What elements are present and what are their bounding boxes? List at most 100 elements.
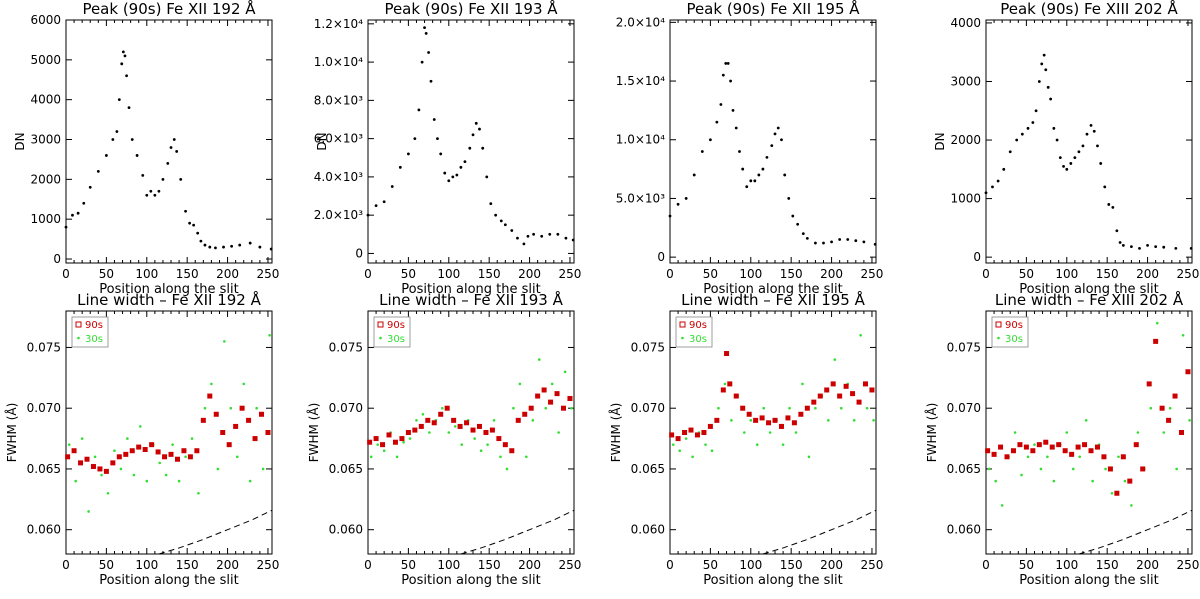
x-axis-label: Position along the slit [99,573,238,588]
data-point [1162,245,1166,249]
data-point-90s [824,387,830,393]
data-point [471,133,475,137]
legend-marker-30s [77,336,80,340]
data-point-30s [395,455,399,459]
x-tick-label: 150 [780,558,803,572]
data-point [203,243,207,247]
data-point-30s [1175,467,1178,471]
data-point-90s [985,448,991,454]
data-point [175,150,179,153]
data-point-90s [1075,444,1081,450]
data-point-90s [1114,490,1120,496]
data-point [757,173,761,177]
y-tick-label: 1.0×10⁴ [314,55,363,69]
data-point-90s [746,411,752,417]
data-point-30s [376,443,379,446]
data-point-90s [548,399,554,405]
data-point-30s [525,455,528,459]
data-point [996,179,1000,183]
x-axis-label: Position along the slit [99,282,238,297]
x-tick-label: 250 [1177,267,1200,281]
x-tick-label: 50 [401,558,416,572]
data-point-90s [1159,405,1165,411]
data-point-90s [837,393,843,399]
x-tick-label: 200 [518,267,541,281]
data-point [489,202,493,206]
y-tick-label: 2.0×10⁴ [616,15,665,29]
data-point [1062,164,1065,168]
data-point-90s [425,417,431,423]
data-point [157,189,161,193]
data-point-30s [1091,479,1094,483]
data-point [135,154,139,157]
data-point [719,103,723,106]
data-point-90s [991,451,997,457]
data-point [1174,246,1178,250]
data-point-90s [682,430,688,435]
chart-peak-202: Peak (90s) Fe XIII 202 Å 0 50 100 150 200 250 0… [933,0,1199,297]
data-point-30s [460,443,464,446]
data-point-90s [850,391,856,397]
data-point-90s [464,420,470,426]
data-point [773,132,777,136]
data-point-90s [367,439,373,445]
y-tick-label: 0.065 [947,462,981,476]
data-point-90s [1133,442,1139,448]
data-point-90s [567,395,573,401]
legend-marker-90s [75,321,82,328]
legend-marker-30s [997,336,1000,340]
reference-curve [1078,509,1193,555]
data-point [830,240,833,244]
data-point [427,51,430,54]
data-point [447,179,451,183]
x-axis-label: Position along the slit [703,573,842,588]
axes-frame [367,19,575,264]
data-point-90s [65,454,71,460]
y-tick-label: 0.060 [329,523,363,537]
y-axis-label: FWHM (Å) [306,403,321,463]
data-point-30s [1071,467,1075,471]
data-point [1138,246,1141,250]
data-point-90s [187,454,193,460]
data-point-30s [1078,455,1082,459]
data-point-30s [402,440,405,444]
y-tick-label: 0.075 [631,340,665,354]
data-point [451,175,455,179]
data-point-30s [684,437,688,440]
data-point-30s [1020,473,1023,477]
data-point-30s [531,419,535,422]
data-point [776,126,780,130]
data-point [1069,162,1073,165]
data-point-30s [113,449,116,453]
data-point [684,197,688,200]
data-point [516,236,519,240]
data-point [390,185,394,188]
data-point-90s [1178,430,1184,435]
data-point [805,236,809,240]
data-point [556,232,560,236]
data-point-90s [869,387,875,393]
data-point [1085,132,1089,136]
data-point-30s [223,340,226,343]
y-tick-label: 2.0×10³ [314,208,363,222]
data-point-90s [386,432,392,438]
x-tick-label: 0 [364,267,372,281]
chart-peak-193: Peak (90s) Fe XII 193 Å 0 50 100 150 200 250 0 2… [314,0,582,297]
data-point-90s [1069,451,1075,457]
reference-curve [158,509,273,555]
data-point [1002,167,1006,171]
data-point-30s [807,455,811,459]
data-point-30s [827,419,830,422]
y-tick-label: 4.0×10³ [314,170,363,184]
data-point [676,202,680,206]
data-point [166,162,170,165]
x-tick-label: 250 [861,558,884,572]
data-point-30s [730,419,733,422]
data-point [478,127,481,131]
x-tick-label: 50 [703,267,718,281]
data-point [248,241,252,245]
data-point-30s [453,425,457,428]
